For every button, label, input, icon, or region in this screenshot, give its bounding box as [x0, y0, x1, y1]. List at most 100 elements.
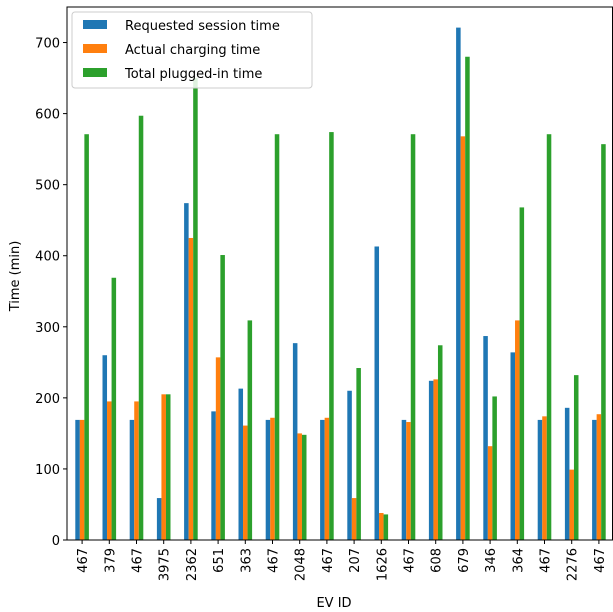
bar-requested-17 — [537, 419, 543, 540]
x-tick-label: 467 — [131, 548, 146, 573]
bar-total-19 — [601, 144, 606, 540]
bar-requested-14 — [456, 27, 461, 541]
x-axis: 467 379 467 3975 2362 651 363 467 2048 467 207 1626… — [76, 540, 608, 581]
x-tick-label: 346 — [484, 548, 499, 573]
bar-total-7 — [274, 134, 280, 540]
bar-requested-6 — [238, 388, 244, 540]
bar-requested-2 — [129, 419, 135, 540]
bar-requested-1 — [102, 355, 108, 540]
bar-actual-8 — [297, 433, 302, 540]
bar-total-4 — [193, 78, 198, 540]
bar-actual-9 — [324, 417, 330, 540]
bar-actual-18 — [569, 469, 574, 540]
y-tick-label: 700 — [35, 37, 60, 52]
x-tick-label: 207 — [348, 548, 363, 573]
legend-label-actual: Actual charging time — [125, 43, 260, 58]
x-tick-label: 467 — [321, 548, 336, 573]
y-tick-label: 600 — [35, 108, 60, 123]
bar-actual-14 — [460, 136, 466, 540]
bar-total-10 — [356, 368, 361, 540]
legend-label-requested: Requested session time — [125, 19, 280, 34]
legend: Requested session time Actual charging t… — [71, 11, 313, 89]
bar-requested-12 — [401, 419, 407, 540]
bar-actual-10 — [351, 498, 357, 540]
x-tick-label: 2276 — [566, 548, 581, 581]
bar-requested-18 — [564, 407, 570, 540]
bar-total-11 — [383, 514, 389, 540]
bar-total-0 — [84, 134, 89, 540]
x-tick-label: 364 — [511, 548, 526, 573]
bar-requested-9 — [320, 419, 325, 540]
bar-requested-0 — [75, 419, 80, 540]
legend-swatch-actual — [83, 44, 107, 53]
bar-actual-16 — [515, 320, 520, 540]
bar-actual-2 — [134, 401, 139, 540]
bar-actual-4 — [188, 237, 194, 540]
x-tick-label: 467 — [267, 548, 282, 573]
legend-swatch-total — [83, 68, 107, 77]
x-tick-label: 467 — [593, 548, 608, 573]
x-axis-label: EV ID — [316, 596, 351, 611]
bar-total-17 — [546, 134, 552, 540]
legend-label-total: Total plugged-in time — [124, 67, 262, 82]
bar-actual-0 — [79, 419, 85, 540]
bar-actual-11 — [379, 512, 384, 540]
x-tick-label: 3975 — [158, 548, 173, 581]
bar-requested-11 — [374, 246, 380, 541]
x-tick-label: 467 — [539, 548, 554, 573]
bar-actual-3 — [161, 394, 166, 540]
y-tick-label: 0 — [52, 534, 60, 549]
bar-total-6 — [247, 320, 253, 540]
bar-requested-3 — [156, 498, 162, 540]
y-axis-label: Time (min) — [8, 241, 23, 313]
bar-total-5 — [220, 255, 225, 540]
bar-total-15 — [492, 396, 497, 540]
x-tick-label: 608 — [430, 548, 445, 573]
bar-total-18 — [573, 375, 579, 540]
bar-requested-4 — [184, 203, 189, 540]
x-tick-label: 363 — [239, 548, 254, 573]
bar-total-2 — [138, 115, 144, 540]
bar-total-9 — [329, 132, 334, 540]
bar-total-16 — [519, 207, 525, 540]
bar-actual-13 — [433, 379, 438, 540]
y-tick-label: 400 — [35, 250, 60, 265]
y-tick-label: 200 — [35, 392, 60, 407]
bar-requested-10 — [347, 390, 352, 540]
x-tick-label: 379 — [103, 548, 118, 573]
y-axis: 0 100 200 300 400 500 600 700 — [35, 37, 67, 549]
x-tick-label: 2048 — [294, 548, 309, 581]
bar-total-13 — [437, 345, 443, 540]
bar-requested-8 — [292, 343, 298, 540]
bar-requested-15 — [483, 336, 488, 540]
x-tick-label: 651 — [212, 548, 227, 573]
bar-actual-19 — [596, 414, 602, 540]
x-tick-label: 2362 — [185, 548, 200, 581]
bar-total-3 — [165, 394, 171, 540]
bar-requested-13 — [428, 380, 434, 540]
legend-box — [71, 11, 313, 89]
bar-actual-7 — [270, 417, 275, 540]
x-tick-label: 1626 — [375, 548, 390, 581]
y-tick-label: 500 — [35, 179, 60, 194]
bar-actual-15 — [487, 446, 493, 540]
bar-total-14 — [465, 56, 470, 540]
bar-actual-1 — [107, 401, 112, 540]
bar-actual-6 — [243, 425, 248, 540]
y-tick-label: 100 — [35, 463, 60, 478]
bar-actual-5 — [215, 357, 221, 540]
bars-group — [75, 27, 606, 541]
bar-requested-16 — [510, 352, 516, 540]
x-tick-label: 467 — [403, 548, 418, 573]
bar-requested-7 — [265, 419, 271, 540]
bar-requested-5 — [211, 411, 216, 540]
x-tick-label: 467 — [76, 548, 91, 573]
bar-total-8 — [301, 434, 307, 540]
bar-actual-17 — [542, 416, 547, 540]
bar-requested-19 — [592, 419, 597, 540]
x-tick-label: 679 — [457, 548, 472, 573]
y-tick-label: 300 — [35, 321, 60, 336]
legend-swatch-requested — [83, 20, 107, 29]
bar-total-12 — [410, 134, 416, 540]
